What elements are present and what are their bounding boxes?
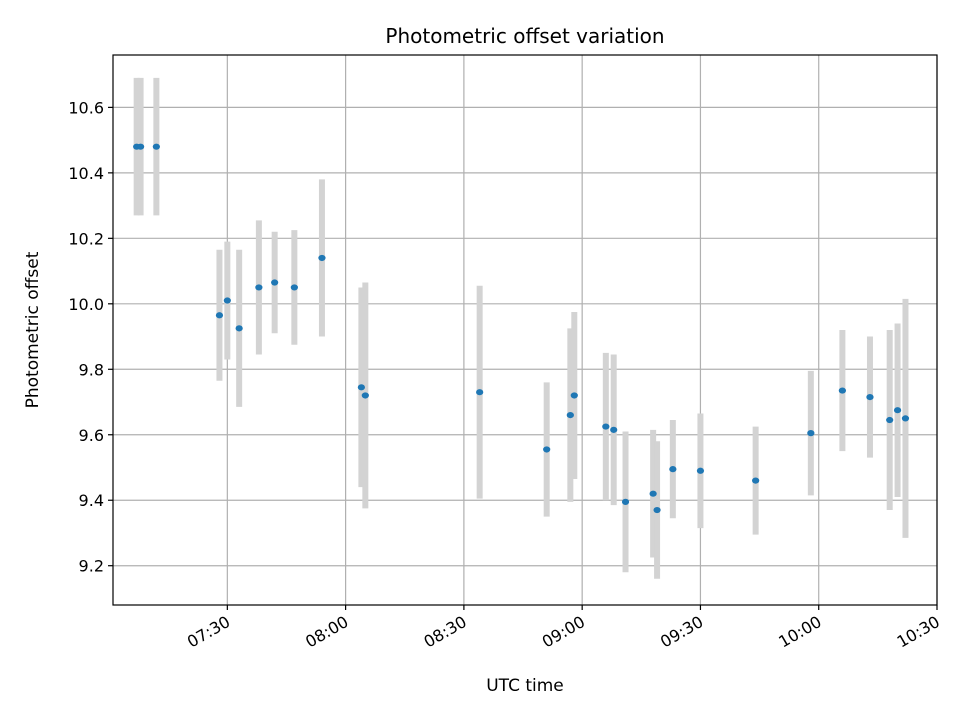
data-point <box>838 387 846 394</box>
data-points <box>133 143 910 514</box>
data-point <box>696 467 705 474</box>
data-point <box>271 279 279 286</box>
data-point <box>621 498 630 505</box>
data-point <box>807 430 815 437</box>
data-point <box>215 312 224 319</box>
data-point <box>235 325 243 332</box>
data-point <box>669 466 677 473</box>
plot-area-frame <box>112 54 938 606</box>
y-tick-label: 10.0 <box>68 295 104 314</box>
data-point <box>318 254 326 262</box>
y-tick-label: 9.6 <box>79 426 104 445</box>
y-tick-label: 10.6 <box>68 98 104 117</box>
data-point <box>602 423 610 430</box>
data-point <box>357 384 365 391</box>
y-tick-label: 9.4 <box>79 491 104 510</box>
data-point <box>543 446 551 453</box>
x-axis-title: UTC time <box>486 676 564 696</box>
y-axis-title: Photometric offset <box>23 251 43 408</box>
data-point <box>566 412 574 419</box>
data-point <box>610 426 618 433</box>
data-point <box>570 392 578 399</box>
data-point <box>290 284 298 291</box>
y-axis-ticks: 9.2 9.4 9.6 9.8 10.0 10.2 10.4 10.6 <box>68 98 113 576</box>
data-point <box>901 415 910 422</box>
data-point <box>752 477 760 484</box>
y-tick-label: 9.8 <box>79 360 104 379</box>
data-point <box>886 416 894 424</box>
chart-title: Photometric offset variation <box>385 24 664 48</box>
y-tick-label: 10.2 <box>68 229 104 248</box>
data-point <box>136 143 145 150</box>
data-point <box>476 389 484 396</box>
y-tick-label: 10.4 <box>68 164 104 183</box>
data-point <box>893 407 902 414</box>
y-tick-label: 9.2 <box>79 557 104 576</box>
grid-lines <box>113 55 938 605</box>
data-point <box>255 284 263 291</box>
data-point <box>223 297 231 304</box>
data-point <box>361 392 369 399</box>
data-point <box>152 143 160 150</box>
data-point <box>649 490 657 497</box>
data-point <box>866 394 874 401</box>
data-point <box>653 506 661 514</box>
